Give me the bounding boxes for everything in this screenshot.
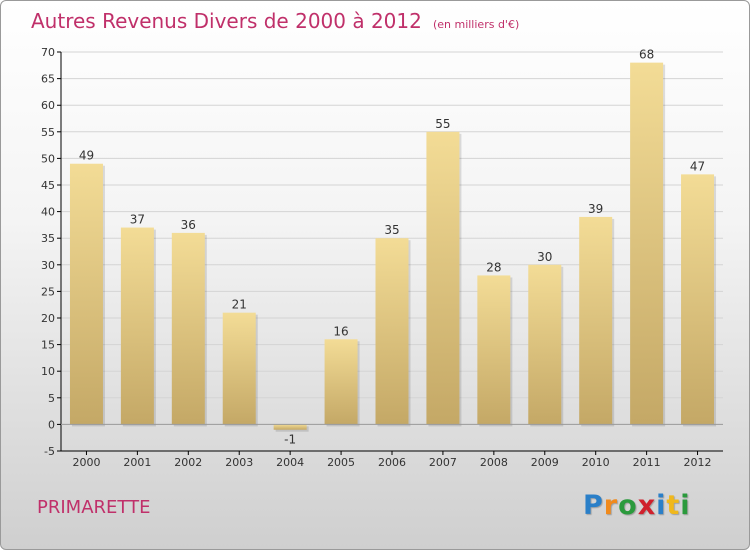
bar [222, 312, 256, 425]
x-tick-label: 2005 [327, 456, 355, 469]
logo-letter: t [666, 490, 681, 521]
axes [57, 51, 723, 455]
x-tick-label: 2007 [429, 456, 457, 469]
bar [375, 238, 409, 425]
bar-value-label: 35 [384, 223, 399, 237]
x-tick-label: 2011 [633, 456, 661, 469]
bar-value-label: 68 [639, 48, 654, 62]
bar [273, 424, 307, 430]
labels: -5 0 5 10 15 20 25 30 35 40 45 50 55 60 65 70 49 2000 37 20… [41, 46, 712, 469]
y-tick-label: 15 [41, 339, 55, 352]
bar [477, 275, 511, 425]
bar-value-label: 37 [130, 213, 145, 227]
chart-unit: (en milliers d'€) [432, 18, 520, 31]
y-tick-label: 10 [41, 365, 55, 378]
x-tick-label: 2002 [174, 456, 202, 469]
bar-value-label: 55 [435, 117, 450, 131]
y-tick-label: 0 [48, 418, 55, 431]
y-tick-label: 65 [41, 73, 55, 86]
chart-title: Autres Revenus Divers de 2000 à 2012 (en… [31, 9, 519, 33]
y-tick-label: 50 [41, 152, 55, 165]
x-tick-label: 2003 [225, 456, 253, 469]
bar [171, 232, 205, 425]
x-tick-label: 2006 [378, 456, 406, 469]
x-tick-label: 2004 [276, 456, 304, 469]
logo-letter: r [603, 490, 619, 521]
y-tick-label: 30 [41, 259, 55, 272]
y-tick-label: 60 [41, 99, 55, 112]
x-tick-label: 2001 [123, 456, 151, 469]
bar-value-label: 21 [232, 298, 247, 312]
bar-value-label: 30 [537, 250, 552, 264]
y-tick-label: 20 [41, 312, 55, 325]
y-tick-label: -5 [44, 445, 55, 458]
bar [630, 62, 664, 425]
place-name: PRIMARETTE [37, 497, 151, 518]
bar [120, 227, 154, 425]
bar-value-label: 39 [588, 202, 603, 216]
proxiti-logo[interactable]: Proxiti [583, 490, 691, 521]
bars [69, 62, 717, 432]
logo-letter: i [656, 490, 667, 521]
chart-title-text: Autres Revenus Divers de 2000 à 2012 [31, 9, 422, 33]
bar-value-label: 28 [486, 260, 501, 274]
y-tick-label: 55 [41, 126, 55, 139]
y-tick-label: 25 [41, 285, 55, 298]
x-tick-label: 2008 [480, 456, 508, 469]
y-tick-label: 40 [41, 206, 55, 219]
y-tick-label: 70 [41, 46, 55, 59]
x-tick-label: 2010 [582, 456, 610, 469]
bar [426, 131, 460, 425]
y-tick-label: 45 [41, 179, 55, 192]
bar [69, 163, 103, 425]
bar-value-label: 47 [690, 159, 705, 173]
y-tick-label: 35 [41, 232, 55, 245]
logo-letter: P [583, 490, 604, 521]
logo-letter: x [637, 490, 657, 521]
x-tick-label: 2012 [684, 456, 712, 469]
bar-value-label: 16 [333, 324, 348, 338]
bar-value-label: 36 [181, 218, 196, 232]
bar [681, 174, 715, 425]
bar [579, 216, 613, 425]
bar [324, 339, 358, 425]
y-tick-label: 5 [48, 392, 55, 405]
x-tick-label: 2000 [72, 456, 100, 469]
bar-value-label: 49 [79, 149, 94, 163]
bar [528, 264, 562, 425]
logo-letter: i [680, 490, 691, 521]
logo-letter: o [618, 490, 638, 521]
x-tick-label: 2009 [531, 456, 559, 469]
bar-value-label: -1 [284, 433, 296, 447]
